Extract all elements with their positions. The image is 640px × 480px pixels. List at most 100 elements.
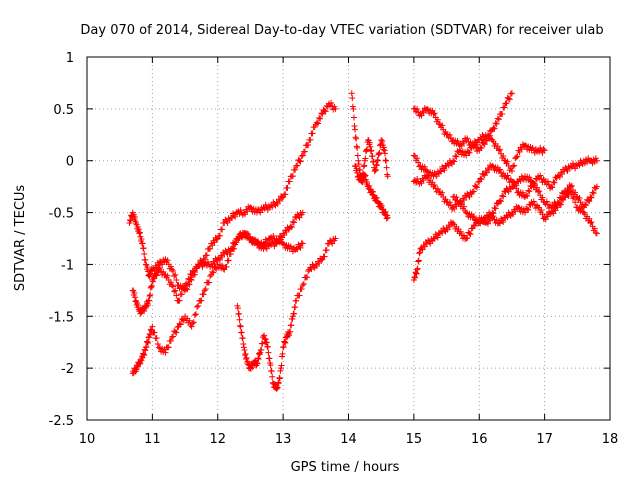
data-point <box>292 304 299 311</box>
data-point <box>321 253 328 260</box>
data-point <box>384 214 391 221</box>
data-point <box>498 198 505 205</box>
data-point <box>548 183 555 190</box>
data-point <box>496 146 503 153</box>
data-point <box>491 125 498 132</box>
data-point <box>148 283 155 290</box>
data-point <box>446 131 453 138</box>
data-point <box>374 157 381 164</box>
data-point <box>430 111 437 118</box>
data-point <box>142 347 149 354</box>
data-point <box>352 134 359 141</box>
data-point <box>145 301 152 308</box>
data-point <box>141 352 148 359</box>
series-arc-j <box>410 188 600 283</box>
data-point <box>354 144 361 151</box>
data-point <box>413 270 420 277</box>
data-point <box>480 171 487 178</box>
data-point <box>216 232 223 239</box>
data-point <box>186 317 193 324</box>
data-point <box>164 272 171 279</box>
data-point <box>127 216 134 223</box>
data-point <box>572 199 579 206</box>
data-point <box>535 188 542 195</box>
data-point <box>318 257 325 264</box>
series-arc-g <box>410 90 515 155</box>
data-point <box>154 269 161 276</box>
data-point <box>589 189 596 196</box>
data-point <box>508 90 515 97</box>
data-point <box>551 179 558 186</box>
data-point <box>481 141 488 148</box>
data-point <box>493 120 500 127</box>
data-point <box>452 153 459 160</box>
data-point <box>568 182 575 189</box>
data-point <box>299 282 306 289</box>
data-point <box>539 194 546 201</box>
data-point <box>431 182 438 189</box>
data-point <box>293 297 300 304</box>
data-point <box>201 287 208 294</box>
data-point <box>296 292 303 299</box>
data-point <box>379 137 386 144</box>
data-point <box>414 155 421 162</box>
data-point <box>190 319 197 326</box>
data-point <box>136 230 143 237</box>
data-point <box>353 165 360 172</box>
data-point <box>450 157 457 164</box>
data-point <box>207 245 214 252</box>
data-point <box>415 257 422 264</box>
data-point <box>587 194 594 201</box>
data-point <box>288 322 295 329</box>
data-point <box>225 257 232 264</box>
x-tick-label: 11 <box>144 432 161 447</box>
y-axis-label: SDTVAR / TECUs <box>13 185 28 292</box>
data-point <box>541 147 548 154</box>
data-point <box>490 210 497 217</box>
data-point <box>198 297 205 304</box>
data-point <box>235 310 242 317</box>
data-point <box>414 105 421 112</box>
data-point <box>168 282 175 289</box>
data-point <box>287 223 294 230</box>
data-point <box>439 189 446 196</box>
data-point <box>139 240 146 247</box>
data-point <box>297 244 304 251</box>
data-point <box>565 193 572 200</box>
data-point <box>237 322 244 329</box>
x-tick-label: 12 <box>209 432 226 447</box>
data-point <box>414 265 421 272</box>
data-point <box>456 147 463 154</box>
data-point <box>239 334 246 341</box>
data-point <box>366 139 373 146</box>
data-point <box>504 172 511 179</box>
data-point <box>275 379 282 386</box>
series-arc-f <box>352 162 391 222</box>
data-point <box>140 351 147 358</box>
data-point <box>549 184 556 191</box>
data-point <box>240 340 247 347</box>
data-point <box>454 137 461 144</box>
data-point <box>298 286 305 293</box>
data-point <box>151 275 158 282</box>
data-point <box>168 266 175 273</box>
data-point <box>282 339 289 346</box>
data-point <box>489 209 496 216</box>
y-tick-label: -2 <box>61 362 74 377</box>
data-point <box>153 334 160 341</box>
data-point <box>141 307 148 314</box>
data-point <box>367 143 374 150</box>
data-point <box>354 169 361 176</box>
data-point <box>480 140 487 147</box>
data-point <box>463 152 470 159</box>
data-point <box>415 159 422 166</box>
data-point <box>289 315 296 322</box>
data-point <box>171 288 178 295</box>
data-point <box>305 267 312 274</box>
data-point <box>491 204 498 211</box>
x-tick-label: 14 <box>340 432 357 447</box>
data-point <box>439 122 446 129</box>
data-point <box>209 268 216 275</box>
data-point <box>289 173 296 180</box>
data-point <box>153 272 160 279</box>
